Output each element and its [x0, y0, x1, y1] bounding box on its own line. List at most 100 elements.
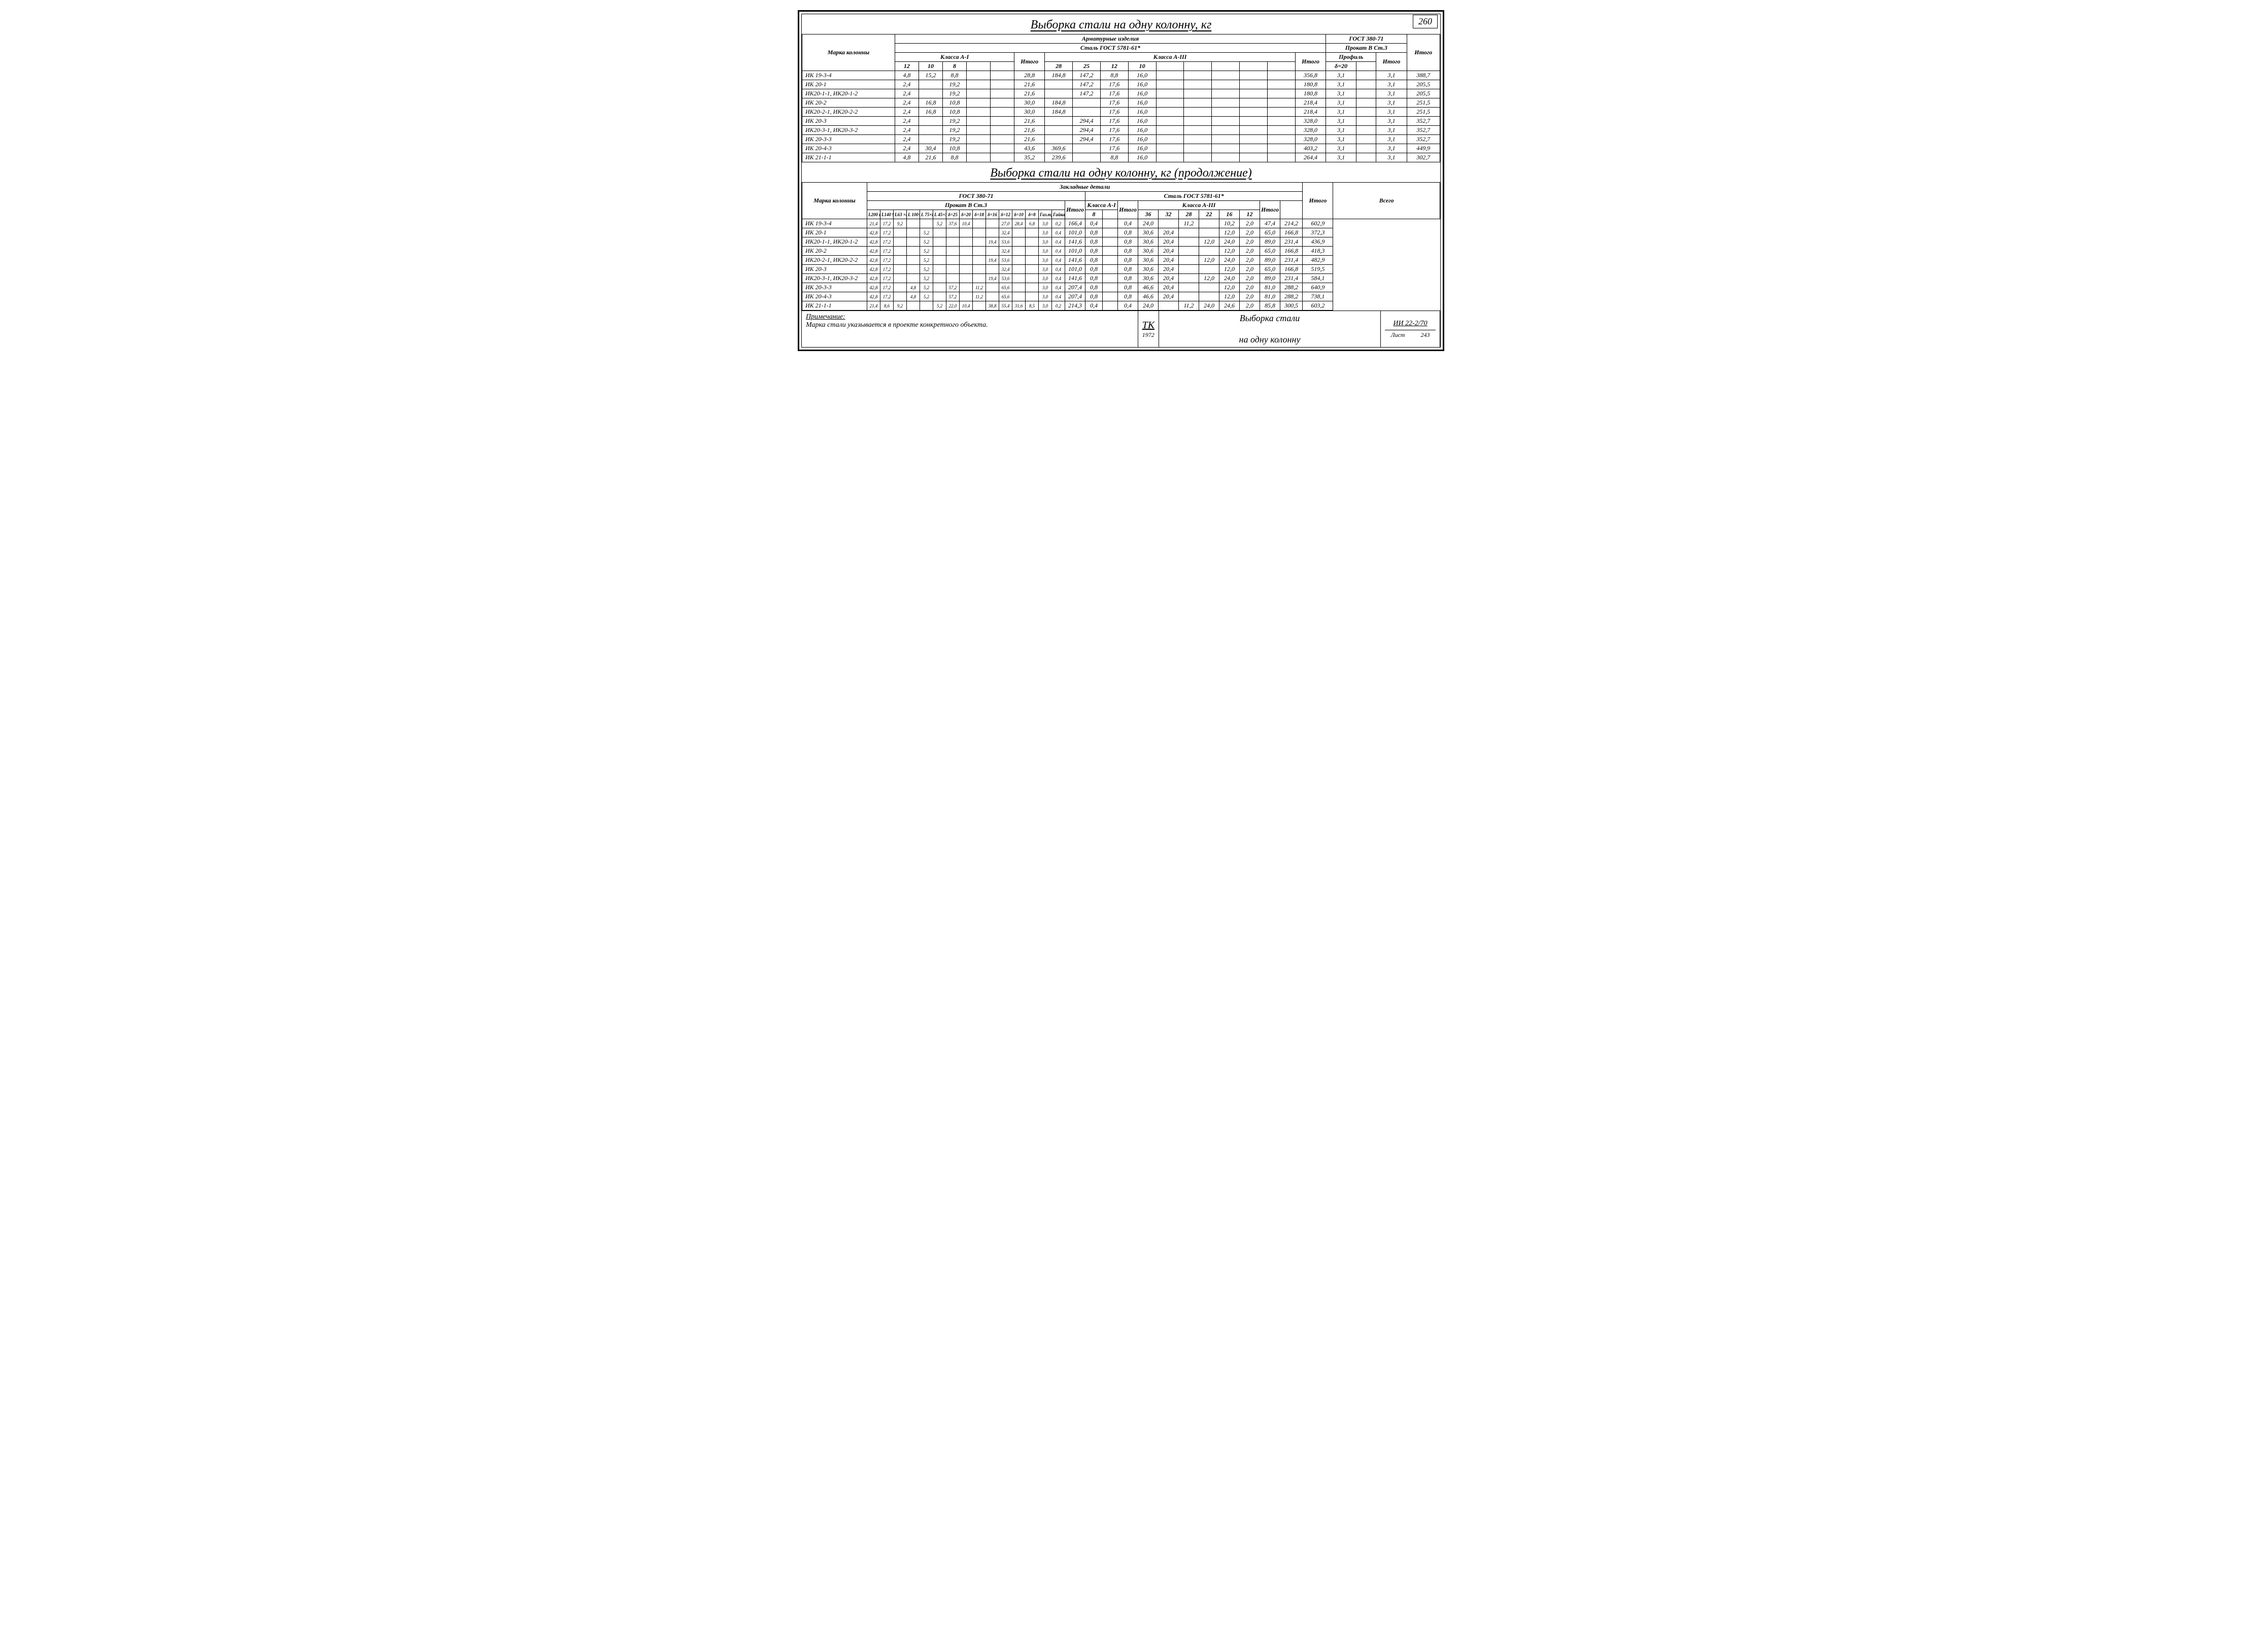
cell — [894, 228, 907, 237]
cell: 20,4 — [1159, 256, 1179, 265]
itogo-a3: 328,0 — [1295, 126, 1326, 135]
vsego: 584,1 — [1303, 274, 1333, 283]
cell — [1268, 135, 1296, 144]
cell — [967, 135, 991, 144]
cell: 19,4 — [986, 256, 999, 265]
cell: 32,4 — [999, 265, 1012, 274]
cell — [1012, 292, 1026, 301]
mark-cell: ИК 20-2 — [802, 247, 867, 256]
itogo-a3: 180,8 — [1295, 80, 1326, 89]
vsego: 372,3 — [1303, 228, 1333, 237]
stamp-list-num: 243 — [1421, 331, 1430, 339]
h-i1: Итого — [1014, 53, 1045, 71]
cell: 2,4 — [895, 144, 919, 153]
cell — [1156, 153, 1184, 162]
cell: 2,4 — [895, 126, 919, 135]
itogo-total: 352,7 — [1407, 135, 1440, 144]
cell: 28,4 — [1012, 219, 1026, 228]
mark-cell: ИК20-3-1, ИК20-3-2 — [802, 126, 895, 135]
cell: 2,0 — [1240, 301, 1260, 311]
t2-i1: Итого — [1118, 201, 1138, 219]
cell: 17,6 — [1100, 117, 1128, 126]
h-a3: Класса А-III — [1045, 53, 1296, 62]
cell — [1045, 80, 1073, 89]
table-row: ИК 20-142,817,25,232,43,00,4101,00,80,83… — [802, 228, 1440, 237]
t2-a3-col: 22 — [1199, 210, 1219, 219]
cell: 3,1 — [1326, 117, 1356, 126]
cell: 12,0 — [1219, 265, 1240, 274]
itogo-total: 302,7 — [1407, 153, 1440, 162]
cell — [1268, 89, 1296, 98]
cell: 16,0 — [1128, 117, 1156, 126]
cell — [1212, 126, 1240, 135]
cell — [1073, 108, 1101, 117]
t2-a3-col: 36 — [1138, 210, 1159, 219]
itogo-a3: 65,0 — [1260, 247, 1280, 256]
cell — [1012, 274, 1026, 283]
cell — [933, 247, 946, 256]
cell — [919, 126, 942, 135]
cell: 0,8 — [1085, 274, 1103, 283]
cell: 20,4 — [1159, 292, 1179, 301]
cell — [1073, 144, 1101, 153]
cell — [973, 237, 986, 247]
cell: 3,1 — [1326, 80, 1356, 89]
cell — [1103, 247, 1118, 256]
cell: 8,6 — [880, 301, 894, 311]
cell — [1356, 117, 1376, 126]
note-head: Примечание: — [806, 313, 845, 321]
drawing-sheet: 260 Выборка стали на одну колонну, кг Ма… — [798, 10, 1444, 351]
cell — [1026, 292, 1039, 301]
cell — [991, 71, 1014, 80]
cell: 17,6 — [1100, 89, 1128, 98]
cell — [1012, 237, 1026, 247]
cell: 24,0 — [1138, 301, 1159, 311]
cell — [919, 135, 942, 144]
cell: 0,8 — [1085, 247, 1103, 256]
cell: 16,0 — [1128, 71, 1156, 80]
cell — [991, 80, 1014, 89]
cell — [960, 265, 973, 274]
cell: 32,4 — [999, 247, 1012, 256]
cell: 30,4 — [919, 144, 942, 153]
cell: 4,8 — [907, 292, 920, 301]
cell: 2,0 — [1240, 228, 1260, 237]
t2-a3-col: 12 — [1240, 210, 1260, 219]
cell: 10,8 — [942, 108, 966, 117]
cell: 4,8 — [895, 71, 919, 80]
cell: 12,0 — [1199, 256, 1219, 265]
t2-prof-col: δ=8 — [1026, 210, 1039, 219]
stamp-title-2: на одну колонну — [1239, 334, 1301, 345]
cell — [986, 265, 999, 274]
cell: 21,6 — [919, 153, 942, 162]
t2-steel: Сталь ГОСТ 5781-61* — [1085, 192, 1303, 201]
cell: 42,8 — [867, 292, 880, 301]
cell: 17,2 — [880, 274, 894, 283]
cell — [1199, 247, 1219, 256]
cell: 2,0 — [1240, 247, 1260, 256]
t2-prof-col: δ=25 — [946, 210, 960, 219]
cell — [1159, 301, 1179, 311]
mark-cell: ИК 20-3 — [802, 117, 895, 126]
col-mark: Марка колонны — [802, 35, 895, 71]
h-gost380: ГОСТ 380-71 — [1326, 35, 1407, 44]
cell: 5,2 — [933, 301, 946, 311]
mark-cell: ИК 20-1 — [802, 228, 867, 237]
t2-prof-col: L 100×12 — [907, 210, 920, 219]
cell: 16,0 — [1128, 80, 1156, 89]
t2-i3: Итого — [1260, 201, 1280, 219]
cell: 11,2 — [973, 292, 986, 301]
itogo-prof: 166,4 — [1065, 219, 1085, 228]
cell: 3,0 — [1039, 301, 1052, 311]
cell — [1240, 144, 1268, 153]
mark-cell: ИК20-1-1, ИК20-1-2 — [802, 89, 895, 98]
cell — [1184, 117, 1212, 126]
cell: 10,4 — [960, 219, 973, 228]
cell — [991, 144, 1014, 153]
cell: 3,1 — [1326, 89, 1356, 98]
t1-a3-col — [1184, 62, 1212, 71]
cell — [1212, 98, 1240, 108]
t1-a3-col: 28 — [1045, 62, 1073, 71]
cell: 16,0 — [1128, 89, 1156, 98]
cell — [1156, 80, 1184, 89]
